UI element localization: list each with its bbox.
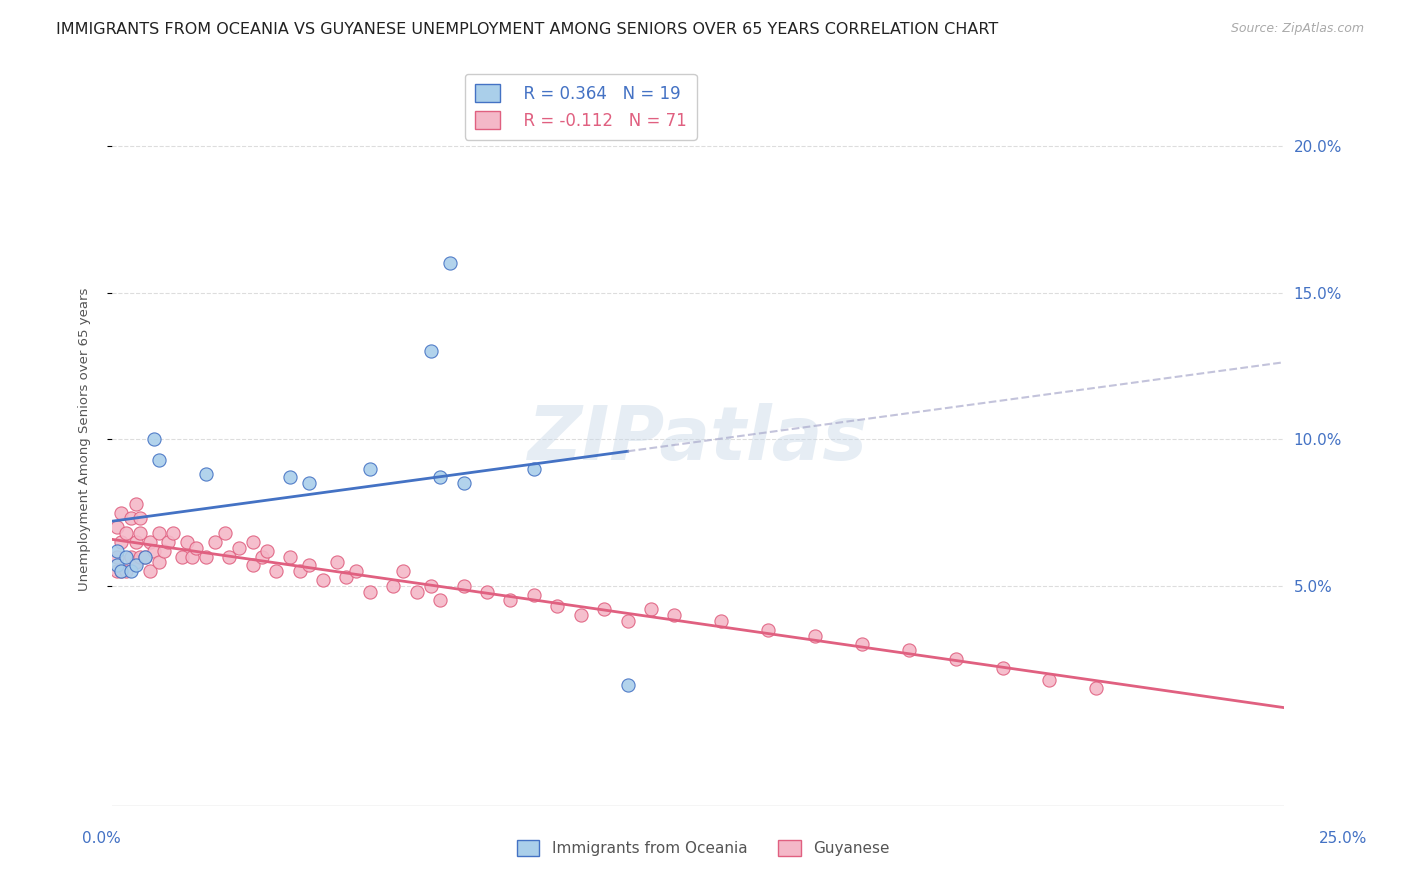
Point (391, 564, 413, 578)
Point (523, 461, 546, 475)
Point (419, 579, 441, 593)
Point (143, 432, 166, 446)
Point (312, 573, 335, 587)
Point (499, 593, 522, 607)
Point (180, 549, 202, 564)
Text: Source: ZipAtlas.com: Source: ZipAtlas.com (1230, 22, 1364, 36)
Point (593, 602, 616, 616)
Point (124, 497, 146, 511)
Point (124, 534, 146, 549)
Point (546, 599, 568, 614)
Point (1038, 673, 1060, 687)
Point (214, 526, 236, 541)
Point (278, 549, 301, 564)
Point (991, 661, 1014, 675)
Point (242, 558, 264, 573)
Point (616, 614, 638, 628)
Point (897, 643, 920, 657)
Legend: Immigrants from Oceania, Guyanese: Immigrants from Oceania, Guyanese (510, 834, 896, 862)
Point (110, 534, 132, 549)
Point (148, 526, 170, 541)
Point (152, 543, 174, 558)
Point (105, 520, 128, 534)
Point (148, 555, 170, 569)
Point (453, 579, 475, 593)
Point (115, 526, 138, 541)
Point (344, 564, 367, 578)
Text: 0.0%: 0.0% (82, 831, 121, 846)
Point (110, 506, 132, 520)
Point (405, 584, 427, 599)
Point (120, 564, 142, 578)
Point (105, 543, 128, 558)
Point (124, 558, 146, 573)
Y-axis label: Unemployment Among Seniors over 65 years: Unemployment Among Seniors over 65 years (79, 287, 91, 591)
Point (176, 534, 198, 549)
Point (115, 564, 138, 578)
Point (429, 593, 451, 607)
Point (256, 543, 278, 558)
Point (382, 579, 405, 593)
Point (115, 549, 138, 564)
Point (335, 570, 357, 584)
Point (105, 549, 128, 564)
Point (134, 549, 156, 564)
Point (110, 564, 132, 578)
Point (359, 584, 381, 599)
Point (162, 526, 184, 541)
Point (664, 608, 686, 623)
Point (1085, 681, 1108, 696)
Point (194, 467, 217, 482)
Point (194, 549, 217, 564)
Point (278, 470, 301, 484)
Text: ZIPatlas: ZIPatlas (527, 403, 868, 475)
Point (186, 541, 208, 555)
Point (120, 511, 142, 525)
Point (429, 470, 451, 484)
Point (475, 584, 498, 599)
Point (298, 476, 321, 491)
Point (172, 549, 194, 564)
Point (157, 534, 180, 549)
Point (523, 588, 546, 602)
Point (264, 564, 287, 578)
Point (110, 564, 132, 578)
Point (945, 652, 967, 666)
Point (134, 549, 156, 564)
Point (756, 623, 779, 637)
Point (129, 549, 152, 564)
Point (105, 558, 128, 573)
Point (439, 256, 461, 270)
Point (804, 629, 827, 643)
Text: 25.0%: 25.0% (1319, 831, 1367, 846)
Point (204, 534, 226, 549)
Point (129, 526, 152, 541)
Point (129, 511, 152, 525)
Point (569, 608, 592, 623)
Point (851, 637, 873, 651)
Point (242, 534, 264, 549)
Point (250, 549, 273, 564)
Point (120, 549, 142, 564)
Point (218, 549, 240, 564)
Point (710, 614, 733, 628)
Text: IMMIGRANTS FROM OCEANIA VS GUYANESE UNEMPLOYMENT AMONG SENIORS OVER 65 YEARS COR: IMMIGRANTS FROM OCEANIA VS GUYANESE UNEM… (56, 22, 998, 37)
Point (288, 564, 311, 578)
Legend:   R = 0.364   N = 19,   R = -0.112   N = 71: R = 0.364 N = 19, R = -0.112 N = 71 (465, 74, 697, 140)
Point (640, 602, 662, 616)
Point (138, 534, 160, 549)
Point (419, 344, 441, 359)
Point (453, 476, 475, 491)
Point (138, 564, 160, 578)
Point (143, 543, 166, 558)
Point (148, 452, 170, 467)
Point (359, 461, 381, 475)
Point (124, 555, 146, 569)
Point (326, 555, 349, 569)
Point (298, 558, 321, 573)
Point (228, 541, 250, 555)
Point (616, 678, 638, 692)
Point (105, 564, 128, 578)
